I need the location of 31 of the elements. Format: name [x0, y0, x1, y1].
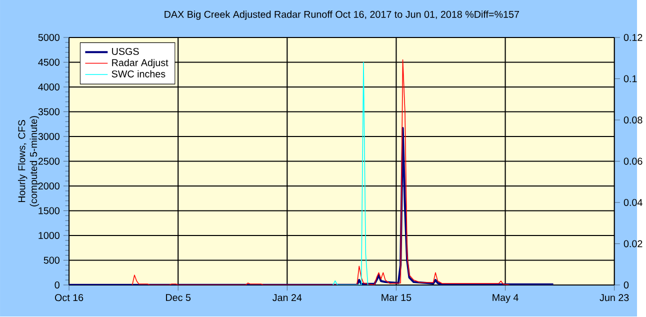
y-axis-title: Hourly Flows, CFS (computed 5-minute)	[18, 116, 39, 207]
line-series	[332, 62, 368, 286]
line-series	[69, 127, 554, 286]
legend-label: USGS	[112, 48, 139, 56]
y-tick-label: 500	[44, 256, 60, 264]
y2-tick-label: 0.04	[624, 199, 642, 206]
y-tick-label: 0	[54, 282, 60, 289]
legend-label: SWC inches	[112, 70, 166, 78]
x-tick-label: Jun 23	[600, 294, 629, 302]
y2-tick-label: 0.1	[624, 75, 637, 82]
y2-tick-label: 0.06	[624, 158, 642, 165]
y2-tick-label: 0.02	[624, 240, 642, 248]
x-tick-label: Oct 16	[54, 294, 84, 302]
legend-label: Radar Adjust	[112, 59, 168, 68]
y-tick-label: 3000	[38, 133, 60, 140]
y2-tick-label: 0	[624, 282, 629, 289]
chart-title: DAX Big Creek Adjusted Radar Runoff Oct 16, 2017 to Jun 01, 2018 %Diff=%157	[164, 10, 519, 20]
x-tick-label: Mar 15	[382, 294, 412, 302]
y-tick-label: 2000	[38, 182, 60, 190]
y-tick-label: 5000	[38, 34, 60, 42]
y-tick-label: 4000	[38, 84, 60, 91]
y-tick-label: 4500	[38, 58, 60, 66]
y-tick-label: 3500	[38, 108, 60, 116]
y-tick-label: 1000	[38, 232, 60, 240]
x-tick-label: May 4	[492, 294, 518, 304]
y-tick-label: 2500	[38, 158, 60, 165]
y-tick-label: 1500	[38, 207, 60, 214]
y2-tick-label: 0.08	[624, 116, 642, 124]
x-tick-label: Jan 24	[272, 294, 302, 302]
y2-tick-label: 0.12	[624, 34, 642, 42]
x-tick-label: Dec 5	[166, 294, 191, 302]
